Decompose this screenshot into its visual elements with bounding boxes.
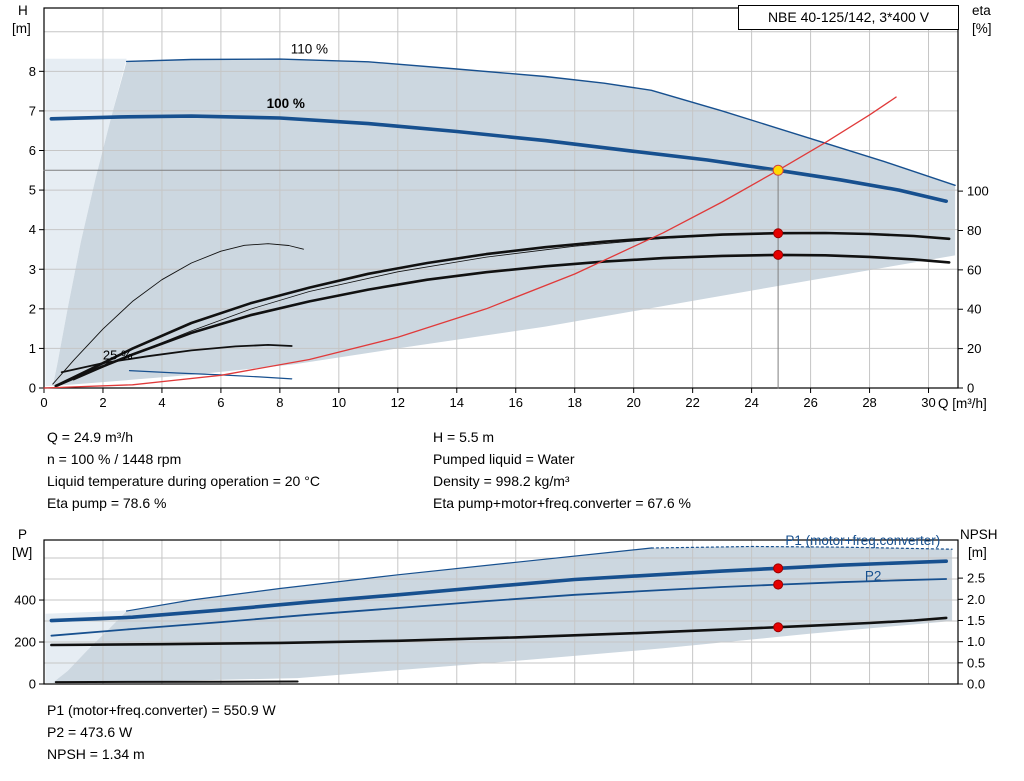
y-left-tick-label: 2 [29,301,36,316]
p-axis-label: P [18,527,28,542]
info-npsh: NPSH = 1.34 m [47,746,145,762]
eta-companion-thin-curve [73,232,779,381]
y-left-tick-label: 8 [29,64,36,79]
y-right-tick-label: 2.5 [967,571,985,586]
x-tick-label: 14 [450,395,464,410]
info-flow: Q = 24.9 m³/h [47,429,133,445]
h-axis-label: H [18,3,28,18]
eta-axis-unit: [%] [972,21,992,36]
info-liquid-temperature: Liquid temperature during operation = 20… [47,473,320,489]
x-tick-label: 24 [744,395,758,410]
x-tick-label: 2 [99,395,106,410]
x-tick-label: 28 [862,395,876,410]
y-left-tick-label: 0 [29,677,36,692]
eta-partload-thin-curve [52,243,304,385]
p-axis-unit: [W] [12,545,33,560]
curve-label: P1 (motor+freq.converter) [785,533,940,548]
eta-pump-curve [54,231,951,388]
y-right-tick-label: 100 [967,184,989,199]
h-axis-unit: [m] [12,21,31,36]
y-right-tick-label: 60 [967,262,981,277]
npsh-curve [50,616,948,647]
x-tick-label: 30 [921,395,935,410]
y-left-tick-label: 1 [29,341,36,356]
q-axis-label: Q [m³/h] [938,396,987,411]
eta-total-point [773,249,784,260]
p-25pct-curve [54,680,299,684]
p2-curve [50,578,948,637]
curve-label: 110 % [291,42,328,57]
x-tick-label: 12 [391,395,405,410]
x-tick-label: 4 [158,395,165,410]
curve-label: 25 % [103,348,133,363]
operating-envelope [52,59,956,386]
y-right-tick-label: 40 [967,302,981,317]
curve-label: 100 % [267,96,305,111]
x-tick-label: 26 [803,395,817,410]
info-eta-total: Eta pump+motor+freq.converter = 67.6 % [433,495,691,511]
head-100pct-curve [49,114,949,203]
p1-110pct-boundary [125,547,653,612]
eta-total-curve [54,253,951,388]
y-right-tick-label: 0.5 [967,655,985,670]
y-left-tick-label: 6 [29,143,36,158]
npsh-axis-unit: [m] [968,545,987,560]
x-tick-label: 22 [685,395,699,410]
info-speed: n = 100 % / 1448 rpm [47,451,182,467]
y-right-tick-label: 0 [967,381,974,396]
y-left-tick-label: 4 [29,222,36,237]
y-left-tick-label: 5 [29,183,36,198]
y-right-tick-label: 1.5 [967,613,985,628]
x-tick-label: 16 [509,395,523,410]
p1-point [773,563,784,574]
y-left-tick-label: 200 [14,635,36,650]
npsh-axis-label: NPSH [960,527,998,542]
x-tick-label: 0 [40,395,47,410]
y-left-tick-label: 7 [29,103,36,118]
plot-frame [43,539,959,685]
x-tick-label: 8 [276,395,283,410]
power-envelope [52,546,953,683]
y-left-tick-label: 400 [14,593,36,608]
head-110pct-curve [125,58,956,187]
low-flow-region [45,610,127,683]
info-density: Density = 998.2 kg/m³ [433,473,570,489]
curve-label: P2 [865,569,882,584]
eta-pump-point [773,228,784,239]
x-tick-label: 6 [217,395,224,410]
y-right-tick-label: 80 [967,223,981,238]
duty-point[interactable] [772,164,784,176]
low-flow-region [45,58,127,386]
info-pumped-liquid: Pumped liquid = Water [433,451,575,467]
npsh-point [773,622,784,633]
eta-axis-label: eta [972,3,991,18]
y-right-tick-label: 0.0 [967,677,985,692]
info-p2: P2 = 473.6 W [47,724,133,740]
y-right-tick-label: 1.0 [967,634,985,649]
pump-model-title: NBE 40-125/142, 3*400 V [738,5,959,30]
plot-frame [43,7,959,389]
y-right-tick-label: 2.0 [967,592,985,607]
x-tick-label: 18 [567,395,581,410]
p1-curve [49,559,949,623]
x-tick-label: 20 [626,395,640,410]
info-head: H = 5.5 m [433,429,495,445]
x-tick-label: 10 [332,395,346,410]
p2-point [773,579,784,590]
y-right-tick-label: 20 [967,341,981,356]
p1-110pct-boundary-top [650,545,953,550]
y-left-tick-label: 3 [29,262,36,277]
info-eta-pump: Eta pump = 78.6 % [47,495,167,511]
system-curve [43,96,897,389]
info-p1: P1 (motor+freq.converter) = 550.9 W [47,702,276,718]
y-left-tick-label: 0 [29,381,36,396]
